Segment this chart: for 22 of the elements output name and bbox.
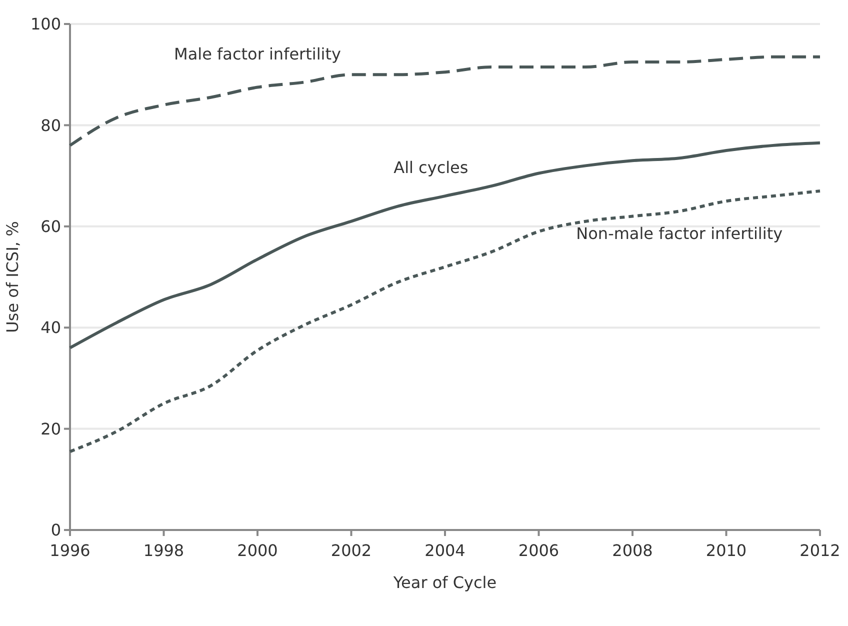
series-label: Non-male factor infertility [576, 224, 783, 244]
y-axis-title: Use of ICSI, % [3, 221, 22, 333]
x-tick-label: 1996 [50, 541, 90, 560]
x-tick-label: 1998 [143, 541, 184, 560]
x-tick-label: 2000 [237, 541, 278, 560]
x-tick-label: 2002 [330, 541, 372, 560]
line-series [68, 189, 822, 454]
y-tick-label: 40 [40, 318, 61, 338]
y-tick-label: 80 [40, 116, 61, 135]
line-series [68, 141, 822, 350]
x-tick-label: 2006 [518, 541, 560, 560]
y-tick-label: 0 [50, 520, 61, 540]
x-axis-title: Year of Cycle [392, 573, 497, 592]
series-label: All cycles [394, 158, 468, 178]
y-tick-label: 60 [40, 217, 61, 236]
y-tick-label: 100 [30, 14, 61, 34]
x-tick-label: 2010 [706, 541, 747, 560]
y-tick-label: 20 [40, 419, 61, 438]
x-tick-label: 2008 [612, 541, 653, 560]
x-tick-label: 2012 [800, 541, 840, 560]
series-label: Male factor infertility [174, 44, 341, 64]
x-tick-label: 2004 [424, 541, 466, 560]
